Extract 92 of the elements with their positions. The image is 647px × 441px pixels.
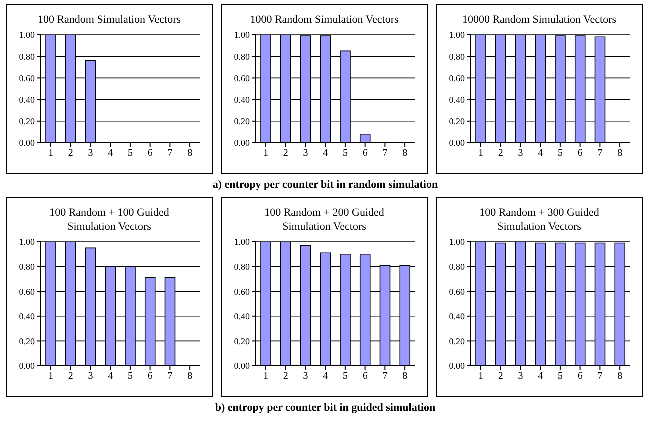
y-tick-label: 0.20 (19, 336, 36, 346)
y-tick-label: 1.00 (234, 30, 250, 40)
y-tick-label: 0.00 (234, 138, 250, 148)
y-tick-label: 0.60 (19, 286, 36, 297)
x-tick-label: 4 (323, 148, 328, 160)
text: a) entropy per counter bit in random simulation (212, 179, 440, 191)
chart-title: 100 Random + 100 Guided Simulation Vectors (48, 206, 170, 235)
y-tick-label: 0.60 (449, 286, 466, 297)
x-tick-label: 4 (108, 148, 114, 160)
y-tick-label: 0.00 (19, 138, 36, 148)
x-tick-label: 2 (283, 371, 288, 382)
x-tick-label: 2 (68, 148, 74, 160)
x-tick-label: 5 (342, 371, 348, 382)
x-tick-label: 6 (578, 148, 583, 160)
y-tick-label: 0.20 (449, 116, 466, 127)
y-tick-label: 0.40 (19, 94, 36, 105)
x-tick-label: 8 (188, 371, 193, 382)
x-tick-label: 7 (168, 371, 173, 382)
x-tick-label: 4 (538, 148, 544, 160)
y-tick-label: 0.60 (449, 73, 466, 84)
x-tick-label: 2 (68, 371, 74, 382)
x-tick-label: 7 (598, 371, 603, 382)
y-tick-label: 0.40 (234, 312, 250, 322)
y-tick-label: 1.00 (234, 237, 250, 248)
x-tick-label: 8 (618, 148, 623, 160)
x-tick-label: 6 (148, 371, 153, 382)
x-tick-label: 8 (402, 148, 408, 160)
x-tick-label: 3 (518, 371, 524, 382)
x-tick-label: 7 (382, 371, 388, 382)
x-tick-label: 5 (128, 371, 133, 382)
y-tick-label: 0.20 (234, 116, 250, 127)
x-tick-label: 1 (478, 148, 484, 160)
x-tick-label: 1 (48, 148, 54, 160)
x-tick-label: 8 (402, 371, 408, 382)
x-tick-label: 7 (168, 148, 173, 160)
y-tick-label: 0.80 (19, 52, 36, 62)
x-tick-label: 1 (263, 148, 268, 160)
x-tick-label: 8 (188, 148, 193, 160)
x-tick-label: 3 (303, 371, 308, 382)
y-tick-label: 0.20 (449, 336, 466, 346)
chart-title: 10000 Random Simulation Vectors (461, 13, 618, 28)
chart-title: 1000 Random Simulation Vectors (249, 13, 400, 28)
x-tick-label: 3 (303, 148, 308, 160)
y-tick-label: 0.40 (449, 312, 466, 322)
x-tick-label: 3 (88, 371, 94, 382)
y-tick-label: 0.40 (449, 94, 466, 105)
y-tick-label: 0.40 (234, 94, 250, 105)
chart-title: 100 Random + 200 Guided Simulation Vectors (264, 206, 386, 235)
x-tick-label: 4 (108, 371, 114, 382)
x-tick-label: 5 (342, 148, 348, 160)
x-tick-label: 5 (558, 371, 563, 382)
x-tick-label: 3 (88, 148, 94, 160)
y-tick-label: 1.00 (449, 237, 466, 248)
x-tick-label: 4 (323, 371, 328, 382)
x-tick-label: 2 (498, 371, 504, 382)
x-tick-label: 6 (362, 148, 368, 160)
y-tick-label: 1.00 (19, 30, 36, 40)
x-tick-label: 1 (48, 371, 54, 382)
y-tick-label: 0.60 (234, 286, 250, 297)
x-tick-label: 7 (382, 148, 388, 160)
x-tick-label: 3 (518, 148, 524, 160)
x-tick-label: 2 (498, 148, 504, 160)
x-tick-label: 1 (478, 371, 484, 382)
x-tick-label: 6 (578, 371, 583, 382)
chart-title: 100 Random Simulation Vectors (36, 13, 182, 28)
x-tick-label: 6 (362, 371, 368, 382)
y-tick-label: 1.00 (19, 237, 36, 248)
y-tick-label: 0.80 (19, 262, 36, 272)
x-tick-label: 7 (598, 148, 603, 160)
x-tick-label: 6 (148, 148, 153, 160)
x-tick-label: 5 (128, 148, 133, 160)
x-tick-label: 8 (618, 371, 623, 382)
y-tick-label: 0.00 (19, 361, 36, 372)
x-tick-label: 5 (558, 148, 563, 160)
y-tick-label: 0.80 (234, 52, 250, 62)
y-tick-label: 0.60 (19, 73, 36, 84)
chart-title: 100 Random + 300 Guided Simulation Vectors (478, 206, 600, 235)
y-tick-label: 0.00 (234, 361, 250, 372)
y-tick-label: 1.00 (449, 30, 466, 40)
x-tick-label: 4 (538, 371, 544, 382)
y-tick-label: 0.80 (234, 262, 250, 272)
y-tick-label: 0.20 (19, 116, 36, 127)
y-tick-label: 0.00 (449, 361, 466, 372)
y-tick-label: 0.60 (234, 73, 250, 84)
y-tick-label: 0.40 (19, 312, 36, 322)
y-tick-label: 0.20 (234, 336, 250, 346)
y-tick-label: 0.00 (449, 138, 466, 148)
x-tick-label: 2 (283, 148, 288, 160)
y-tick-label: 0.80 (449, 262, 466, 272)
text: b) entropy per counter bit in guided simulation (214, 402, 437, 414)
x-tick-label: 1 (263, 371, 268, 382)
y-tick-label: 0.80 (449, 52, 466, 62)
